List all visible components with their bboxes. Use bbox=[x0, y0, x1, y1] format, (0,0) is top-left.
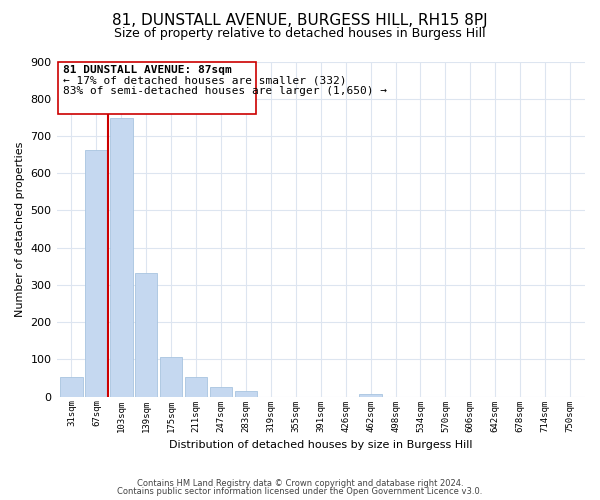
Bar bbox=[110, 118, 133, 396]
Text: Contains HM Land Registry data © Crown copyright and database right 2024.: Contains HM Land Registry data © Crown c… bbox=[137, 478, 463, 488]
Text: 83% of semi-detached houses are larger (1,650) →: 83% of semi-detached houses are larger (… bbox=[63, 86, 387, 96]
Bar bbox=[359, 394, 382, 396]
Bar bbox=[85, 150, 107, 396]
Bar bbox=[60, 378, 83, 396]
Text: 81 DUNSTALL AVENUE: 87sqm: 81 DUNSTALL AVENUE: 87sqm bbox=[63, 65, 232, 75]
Bar bbox=[135, 273, 157, 396]
FancyBboxPatch shape bbox=[58, 62, 256, 114]
X-axis label: Distribution of detached houses by size in Burgess Hill: Distribution of detached houses by size … bbox=[169, 440, 473, 450]
Bar bbox=[235, 391, 257, 396]
Bar bbox=[185, 378, 208, 396]
Text: ← 17% of detached houses are smaller (332): ← 17% of detached houses are smaller (33… bbox=[63, 76, 346, 86]
Text: 81, DUNSTALL AVENUE, BURGESS HILL, RH15 8PJ: 81, DUNSTALL AVENUE, BURGESS HILL, RH15 … bbox=[112, 12, 488, 28]
Bar bbox=[160, 357, 182, 397]
Y-axis label: Number of detached properties: Number of detached properties bbox=[15, 142, 25, 317]
Bar bbox=[210, 386, 232, 396]
Text: Size of property relative to detached houses in Burgess Hill: Size of property relative to detached ho… bbox=[114, 28, 486, 40]
Text: Contains public sector information licensed under the Open Government Licence v3: Contains public sector information licen… bbox=[118, 487, 482, 496]
